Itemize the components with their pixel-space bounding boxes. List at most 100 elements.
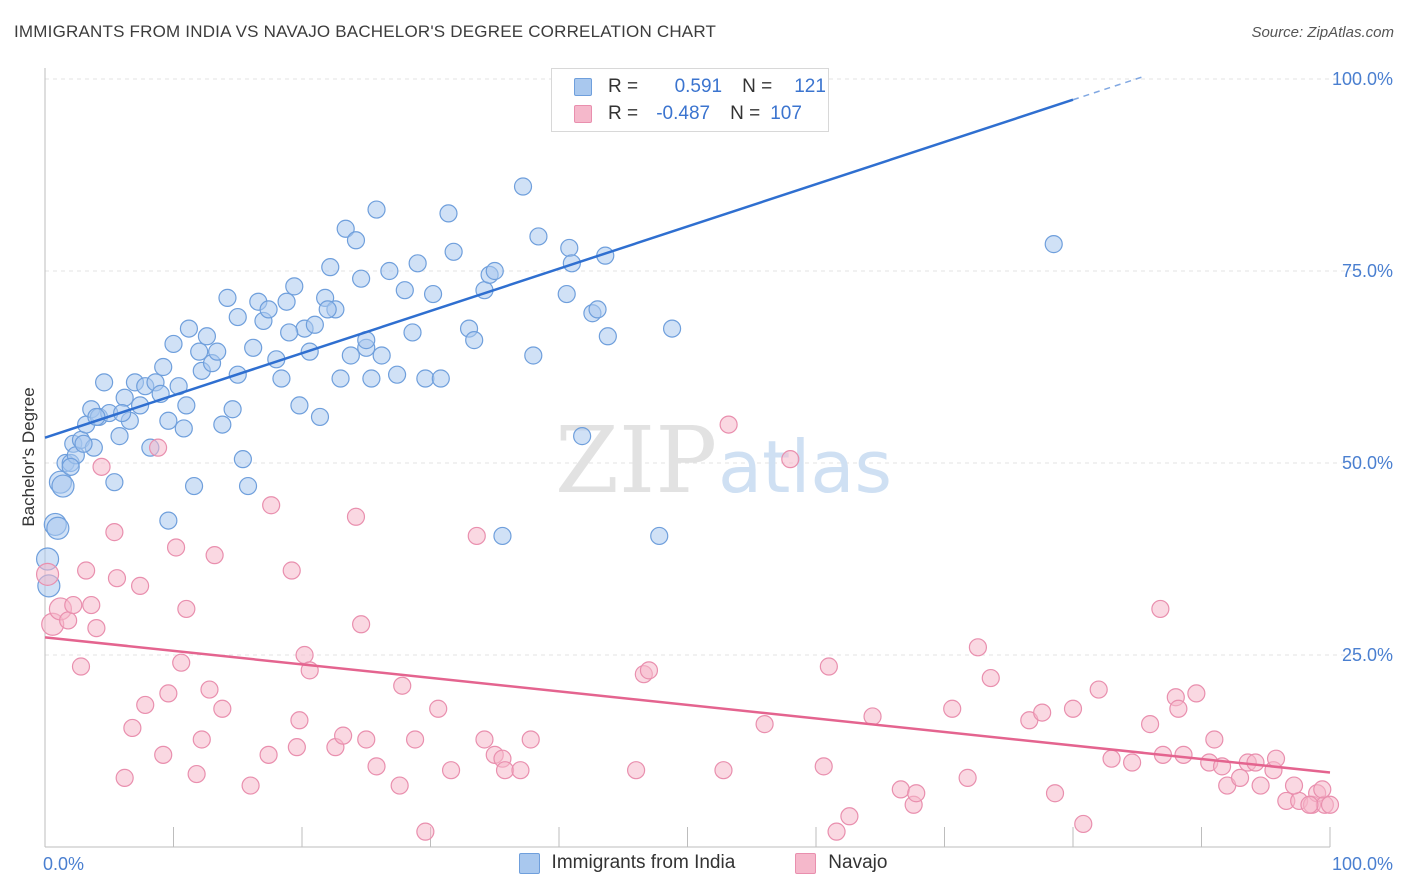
india-trend-line	[44, 98, 1074, 439]
navajo-point	[781, 450, 800, 469]
navajo-point	[714, 761, 733, 780]
navajo-point	[819, 657, 838, 676]
y-tick-label: 25.0%	[1342, 645, 1393, 665]
india-point	[95, 373, 114, 392]
india-point	[159, 511, 178, 530]
navajo-point	[467, 526, 486, 546]
navajo-point	[968, 638, 988, 657]
navajo-point	[1187, 684, 1206, 703]
y-tick-label: 100.0%	[1332, 69, 1393, 89]
navajo-point	[393, 676, 412, 695]
navajo-point	[1102, 749, 1121, 768]
india-point	[280, 323, 299, 342]
india-point	[367, 200, 386, 219]
navajo-point	[1313, 780, 1332, 799]
navajo-point	[192, 730, 211, 749]
navajo-point	[77, 561, 96, 580]
india-point	[61, 457, 80, 476]
navajo-point	[1174, 745, 1193, 764]
navajo-point	[1169, 699, 1188, 718]
series-legend: Immigrants from India Navajo	[0, 852, 1406, 874]
navajo-point	[511, 761, 530, 780]
india-point	[529, 227, 548, 246]
india-point	[218, 288, 237, 307]
y-tick-label: 75.0%	[1342, 261, 1393, 281]
legend-swatch-india	[574, 78, 592, 96]
navajo-point	[1089, 680, 1108, 699]
navajo-point	[59, 611, 78, 630]
india-point	[423, 284, 443, 304]
navajo-point	[475, 730, 494, 749]
navajo-point	[639, 661, 659, 680]
india-point	[238, 476, 258, 496]
navajo-point	[891, 780, 910, 799]
legend-r-label: R =	[608, 103, 639, 124]
legend-swatch-navajo	[795, 852, 817, 874]
india-point	[321, 258, 340, 277]
legend-item-navajo: Navajo	[795, 852, 887, 874]
india-trend-extension	[1072, 75, 1144, 101]
india-point	[213, 415, 232, 434]
india-point	[228, 307, 247, 327]
india-point	[244, 338, 263, 357]
india-point	[74, 434, 93, 453]
india-point	[598, 327, 617, 346]
legend-r-label: R =	[608, 76, 639, 97]
navajo-point	[154, 745, 173, 764]
navajo-point	[1074, 814, 1093, 834]
navajo-point	[282, 561, 301, 580]
navajo-point	[177, 599, 196, 619]
legend-r-value: -0.487	[656, 103, 711, 124]
navajo-point	[1140, 715, 1160, 734]
navajo-point	[64, 595, 83, 615]
india-point	[179, 319, 199, 338]
series-navajo-points	[35, 415, 1340, 841]
india-point	[46, 516, 70, 540]
india-point	[395, 281, 414, 300]
india-point	[197, 327, 217, 346]
navajo-point	[205, 546, 224, 565]
india-point	[285, 277, 304, 296]
india-point	[105, 473, 124, 492]
india-point	[408, 254, 427, 273]
india-point	[573, 427, 592, 446]
navajo-point	[130, 576, 150, 595]
navajo-point	[521, 730, 540, 749]
india-point	[1044, 235, 1063, 254]
india-point	[493, 526, 512, 546]
navajo-point	[148, 438, 168, 457]
india-point	[208, 342, 227, 361]
navajo-point	[136, 695, 155, 715]
india-point	[51, 474, 75, 498]
india-point	[154, 357, 173, 377]
series-india-points	[35, 177, 1063, 598]
india-point	[331, 369, 350, 388]
india-point	[650, 526, 669, 546]
navajo-point	[166, 538, 186, 557]
navajo-point	[1284, 776, 1304, 795]
y-axis-label: Bachelor's Degree	[19, 387, 38, 526]
india-point	[290, 396, 309, 415]
legend-r-value: 0.591	[674, 76, 723, 97]
navajo-point	[626, 761, 646, 780]
navajo-point	[1123, 753, 1142, 772]
india-point	[223, 400, 242, 419]
legend-swatch-india	[518, 852, 540, 874]
navajo-point	[1246, 753, 1265, 772]
navajo-point	[1045, 784, 1065, 803]
navajo-point	[200, 680, 219, 699]
x-tick-label: 100.0%	[1332, 854, 1393, 874]
navajo-point	[1151, 599, 1170, 619]
navajo-point	[943, 699, 962, 718]
legend-swatch-navajo	[574, 105, 592, 123]
india-point	[524, 346, 543, 365]
navajo-point	[863, 707, 882, 726]
navajo-point	[287, 738, 306, 757]
india-point	[305, 315, 324, 334]
correlation-legend: R = 0.591 N = 121 R = -0.487 N = 107	[551, 68, 829, 132]
navajo-point	[107, 569, 127, 588]
navajo-point	[495, 761, 515, 780]
india-point	[336, 219, 355, 238]
india-point	[174, 419, 193, 438]
